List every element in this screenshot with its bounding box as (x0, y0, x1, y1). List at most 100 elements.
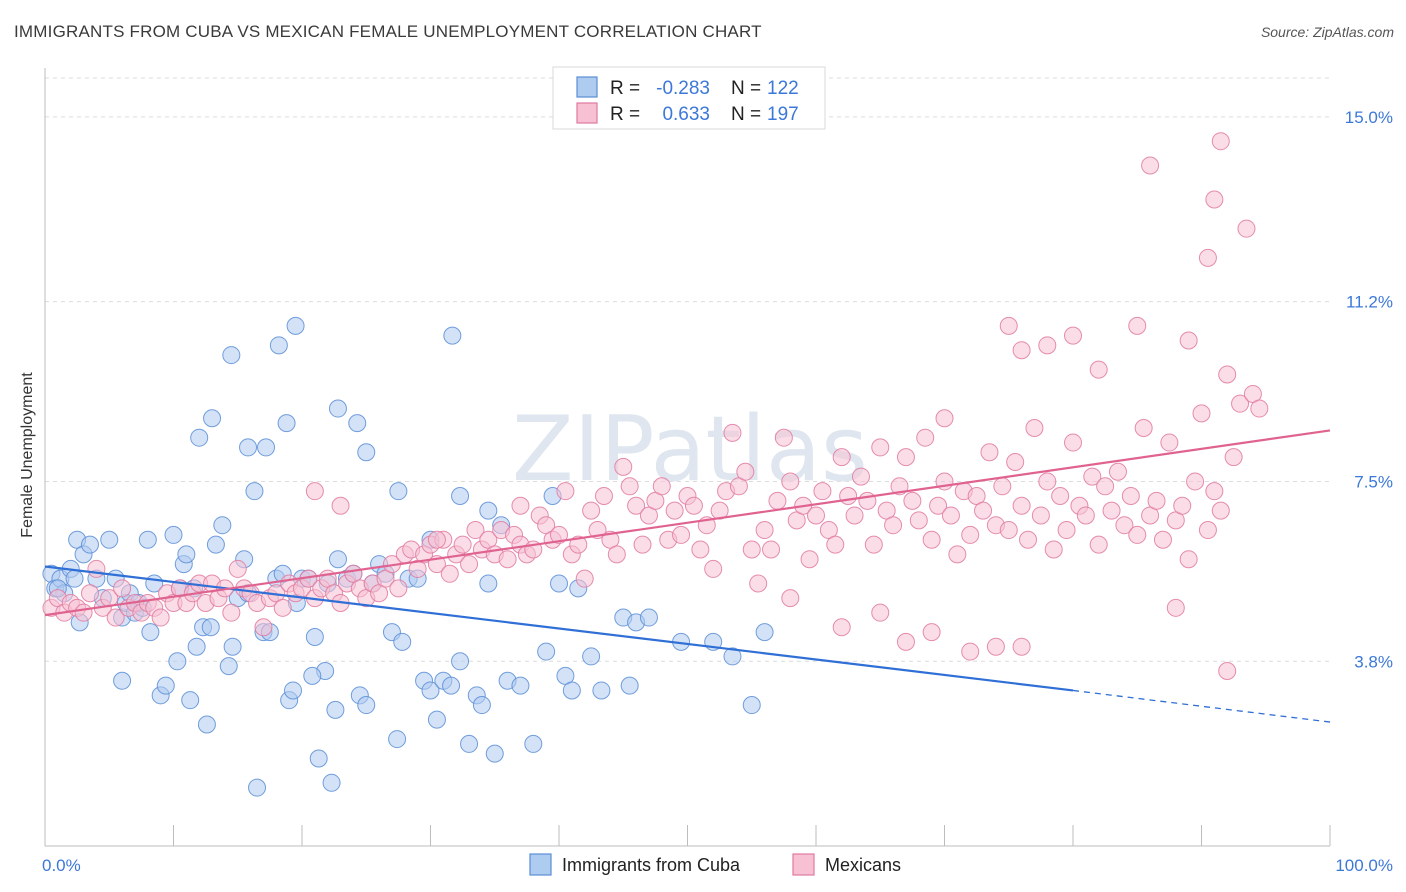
point-1-189 (1064, 326, 1082, 345)
point-1-201 (781, 589, 800, 608)
point-0-100 (742, 696, 761, 715)
point-1-112 (762, 540, 781, 559)
point-1-209 (1166, 598, 1185, 617)
point-1-115 (781, 472, 800, 491)
point-0-105 (222, 346, 241, 365)
point-1-83 (575, 569, 594, 588)
legend-n-value-2: 197 (767, 104, 799, 125)
point-1-214 (511, 496, 530, 515)
point-1-191 (1128, 316, 1147, 335)
point-1-205 (922, 623, 941, 642)
point-0-109 (269, 336, 288, 355)
point-0-35 (201, 618, 220, 637)
point-1-65 (460, 555, 479, 574)
point-1-213 (427, 530, 446, 549)
point-1-95 (652, 477, 671, 496)
legend-n-label-2: N = (731, 104, 761, 125)
point-1-122 (826, 535, 845, 554)
point-1-106 (723, 423, 742, 442)
chart-title: IMMIGRANTS FROM CUBA VS MEXICAN FEMALE U… (14, 22, 762, 41)
point-1-195 (1211, 132, 1230, 151)
point-1-170 (1134, 418, 1153, 437)
point-1-152 (1019, 530, 1038, 549)
point-0-5 (65, 569, 84, 588)
point-1-177 (1179, 550, 1198, 569)
series-points (42, 132, 1269, 797)
point-0-54 (309, 749, 328, 768)
point-1-120 (813, 482, 832, 501)
point-0-94 (620, 676, 639, 695)
point-0-76 (442, 676, 461, 695)
point-0-26 (164, 525, 183, 544)
point-1-176 (1173, 496, 1192, 515)
point-0-68 (388, 730, 407, 749)
y-tick-labels: 3.8% 7.5% 11.2% 15.0% (1345, 108, 1393, 671)
point-1-165 (1102, 501, 1121, 520)
point-1-89 (614, 457, 633, 476)
point-0-117 (451, 487, 470, 506)
point-1-17 (151, 608, 170, 627)
point-1-178 (1186, 472, 1205, 491)
point-1-208 (1012, 637, 1031, 656)
trend-line-1 (44, 429, 1331, 617)
point-0-123 (113, 671, 132, 690)
point-1-64 (453, 535, 472, 554)
x-tick-label-0: 0.0% (42, 856, 81, 875)
point-0-32 (187, 637, 206, 656)
point-0-91 (582, 647, 601, 666)
point-1-118 (800, 550, 819, 569)
point-1-119 (807, 506, 825, 525)
point-1-145 (974, 501, 993, 520)
point-1-28 (222, 603, 241, 622)
point-0-13 (100, 530, 119, 549)
x-tick-label-1: 100.0% (1335, 856, 1393, 875)
series-legend: Immigrants from Cuba Mexicans (529, 853, 901, 876)
x-tick-labels: 0.0% 100.0% (42, 856, 1393, 875)
bottom-legend-mexicans: Mexicans (825, 855, 901, 875)
y-tick-label-2: 11.2% (1346, 293, 1393, 312)
point-0-63 (357, 696, 376, 715)
point-1-184 (1224, 448, 1243, 467)
trend-line-dashed-0 (1072, 689, 1331, 723)
point-0-53 (305, 627, 324, 646)
point-1-79 (550, 525, 568, 544)
point-0-36 (206, 535, 225, 554)
trend-line-0 (44, 565, 1074, 692)
point-1-54 (389, 579, 408, 598)
point-1-109 (742, 540, 761, 559)
bottom-swatch-mexicans (792, 853, 815, 876)
point-1-129 (871, 438, 890, 457)
point-0-85 (524, 734, 543, 753)
point-1-186 (1012, 341, 1031, 360)
point-1-71 (498, 550, 517, 569)
point-1-111 (755, 521, 774, 540)
point-1-157 (1051, 487, 1070, 506)
legend-r-value-2: 0.633 (662, 104, 710, 125)
point-0-122 (303, 666, 322, 685)
point-1-164 (1096, 477, 1115, 496)
point-0-29 (177, 545, 196, 564)
point-1-125 (845, 506, 864, 525)
point-1-212 (305, 482, 324, 501)
axes (44, 68, 1331, 847)
point-1-84 (582, 501, 601, 520)
point-1-97 (665, 501, 684, 520)
point-0-110 (277, 414, 296, 433)
point-1-66 (466, 521, 485, 540)
point-0-39 (223, 637, 242, 656)
point-1-204 (896, 632, 915, 651)
point-0-80 (472, 696, 491, 715)
point-1-187 (999, 316, 1018, 335)
point-1-154 (1031, 506, 1050, 525)
point-1-190 (1089, 360, 1108, 379)
point-0-34 (197, 715, 216, 734)
bottom-legend-cuba: Immigrants from Cuba (562, 855, 741, 875)
point-0-78 (460, 734, 479, 753)
point-0-99 (723, 647, 742, 666)
legend-swatch-cuba (576, 76, 598, 98)
point-0-69 (393, 632, 412, 651)
point-1-203 (871, 603, 890, 622)
point-1-182 (1211, 501, 1230, 520)
point-1-193 (1198, 248, 1217, 267)
